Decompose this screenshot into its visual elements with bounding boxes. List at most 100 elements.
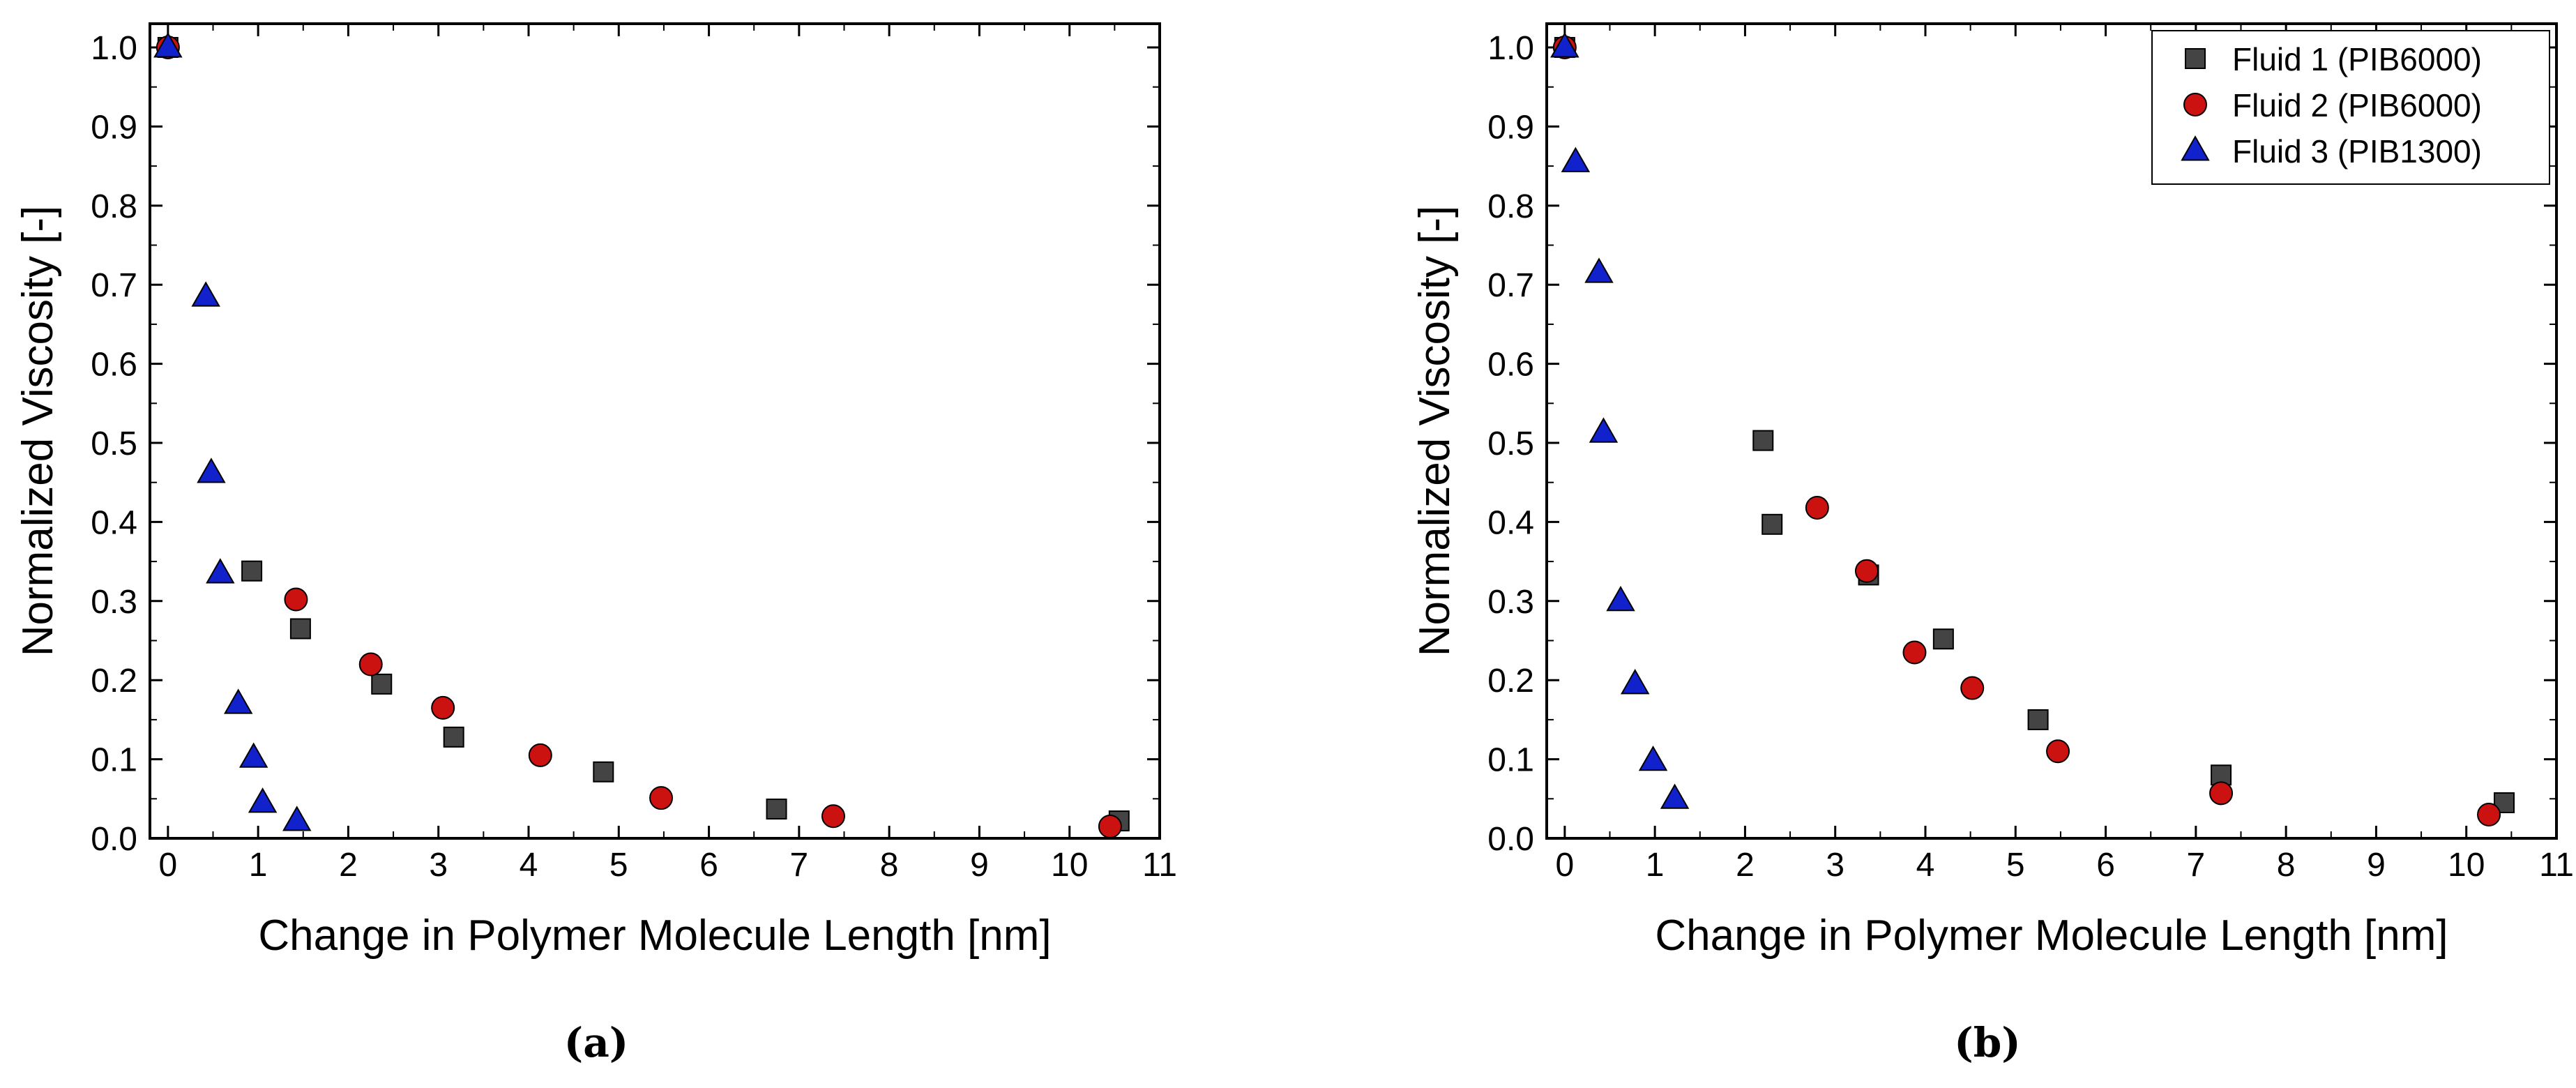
data-point-circle bbox=[358, 652, 383, 677]
chart-panel-b: 0 1 2 3 4 5 6 7 8 9 10 11 0.0 0.1 0.2 0.3 0.4 0.5 0.6 0.7 0.… bbox=[1411, 22, 2574, 1066]
data-point-square bbox=[766, 799, 787, 820]
x-tick-label: 1 bbox=[1646, 847, 1665, 884]
y-tick-label: 0.8 bbox=[1487, 188, 1534, 225]
x-tick-label: 7 bbox=[2187, 847, 2206, 884]
data-point-triangle bbox=[1589, 417, 1619, 443]
data-point-triangle bbox=[206, 558, 235, 584]
data-point-circle bbox=[1902, 640, 1927, 665]
y-tick-label: 0.0 bbox=[91, 821, 137, 858]
data-point-circle bbox=[821, 804, 845, 829]
y-tick-label: 0.9 bbox=[91, 109, 137, 146]
data-point-triangle bbox=[282, 806, 312, 831]
y-tick-label: 0.8 bbox=[91, 188, 137, 225]
data-point-square bbox=[1932, 628, 1954, 650]
x-tick-label: 6 bbox=[2096, 847, 2115, 884]
y-tick-label: 0.7 bbox=[1487, 267, 1534, 304]
data-point-circle bbox=[2209, 781, 2234, 806]
y-tick-label: 1.0 bbox=[1487, 30, 1534, 67]
x-tick-label: 3 bbox=[1826, 847, 1844, 884]
legend-label: Fluid 3 (PIB1300) bbox=[2232, 133, 2482, 169]
y-tick-label: 0.1 bbox=[91, 742, 137, 779]
data-point-triangle bbox=[1660, 783, 1690, 809]
data-point-square bbox=[289, 618, 311, 640]
data-point-triangle bbox=[197, 458, 226, 483]
data-point-triangle bbox=[1550, 32, 1579, 58]
data-point-circle bbox=[2046, 739, 2070, 764]
data-point-circle bbox=[1098, 814, 1122, 838]
x-tick-label: 8 bbox=[880, 847, 899, 884]
x-axis-label: Change in Polymer Molecule Length [nm] bbox=[258, 912, 1051, 960]
data-point-triangle bbox=[248, 787, 278, 813]
x-tick-label: 9 bbox=[2367, 847, 2386, 884]
x-tick-label: 11 bbox=[2539, 847, 2574, 884]
y-tick-label: 0.2 bbox=[91, 663, 137, 700]
data-point-circle bbox=[1805, 495, 1829, 520]
data-point-triangle bbox=[153, 32, 183, 58]
y-tick-label: 0.3 bbox=[1487, 584, 1534, 621]
data-point-circle bbox=[431, 695, 455, 720]
data-point-square bbox=[2027, 709, 2049, 730]
chart-panel-a: 0 1 2 3 4 5 6 7 8 9 10 11 0.0 0.1 0.2 0.3 0.4 0.5 0.6 0.7 0.… bbox=[14, 22, 1177, 1066]
data-point-circle bbox=[2477, 802, 2501, 826]
y-tick-label: 0.3 bbox=[91, 584, 137, 621]
x-tick-label: 10 bbox=[1051, 847, 1088, 884]
data-point-square bbox=[371, 673, 393, 695]
data-point-triangle bbox=[1620, 669, 1650, 695]
x-tick-label: 11 bbox=[1142, 847, 1177, 884]
x-tick-label: 4 bbox=[1916, 847, 1935, 884]
x-tick-label: 10 bbox=[2448, 847, 2485, 884]
plot-frame bbox=[149, 22, 1161, 840]
legend-box bbox=[2151, 30, 2550, 185]
data-point-square bbox=[1752, 430, 1774, 451]
data-point-circle bbox=[1960, 676, 1985, 700]
x-tick-label: 6 bbox=[699, 847, 718, 884]
legend-marker-circle bbox=[2183, 93, 2207, 116]
data-point-triangle bbox=[223, 688, 253, 714]
data-point-square bbox=[593, 761, 614, 783]
y-axis-label: Normalized Viscosity [-] bbox=[14, 206, 62, 657]
x-tick-label: 8 bbox=[2277, 847, 2296, 884]
data-point-triangle bbox=[1638, 746, 1668, 771]
panel-caption: (b) bbox=[1954, 1019, 2020, 1066]
data-point-square bbox=[1761, 513, 1783, 535]
y-tick-label: 0.4 bbox=[91, 504, 137, 541]
data-point-triangle bbox=[238, 742, 268, 768]
x-tick-label: 7 bbox=[790, 847, 809, 884]
data-point-circle bbox=[284, 587, 308, 612]
panel-caption: (a) bbox=[564, 1019, 628, 1066]
x-tick-label: 3 bbox=[429, 847, 448, 884]
plot-frame bbox=[1545, 22, 2558, 840]
data-point-square bbox=[241, 560, 263, 582]
y-tick-label: 0.9 bbox=[1487, 109, 1534, 146]
legend-label: Fluid 1 (PIB6000) bbox=[2232, 41, 2482, 77]
legend-marker-square bbox=[2185, 48, 2206, 69]
legend-label: Fluid 2 (PIB6000) bbox=[2232, 87, 2482, 123]
y-tick-label: 0.2 bbox=[1487, 663, 1534, 700]
y-tick-label: 1.0 bbox=[91, 30, 137, 67]
x-tick-label: 9 bbox=[970, 847, 989, 884]
data-point-circle bbox=[649, 786, 674, 810]
data-point-triangle bbox=[1561, 146, 1591, 172]
y-axis-label: Normalized Viscosity [-] bbox=[1411, 206, 1459, 657]
x-tick-label: 1 bbox=[249, 847, 268, 884]
y-tick-label: 0.7 bbox=[91, 267, 137, 304]
x-tick-label: 5 bbox=[609, 847, 628, 884]
data-point-circle bbox=[528, 743, 552, 767]
x-tick-label: 2 bbox=[1736, 847, 1755, 884]
x-tick-label: 5 bbox=[2006, 847, 2025, 884]
x-tick-label: 0 bbox=[1556, 847, 1575, 884]
x-axis-label: Change in Polymer Molecule Length [nm] bbox=[1655, 912, 2448, 960]
y-tick-label: 0.6 bbox=[1487, 347, 1534, 384]
y-tick-label: 0.5 bbox=[91, 425, 137, 462]
legend-marker-triangle bbox=[2181, 135, 2210, 161]
x-tick-label: 0 bbox=[159, 847, 178, 884]
data-point-triangle bbox=[1584, 257, 1614, 283]
y-tick-label: 0.6 bbox=[91, 347, 137, 384]
x-tick-label: 4 bbox=[520, 847, 538, 884]
data-point-triangle bbox=[191, 281, 220, 307]
data-point-circle bbox=[1854, 559, 1879, 583]
x-tick-label: 2 bbox=[339, 847, 358, 884]
y-tick-label: 0.1 bbox=[1487, 742, 1534, 779]
